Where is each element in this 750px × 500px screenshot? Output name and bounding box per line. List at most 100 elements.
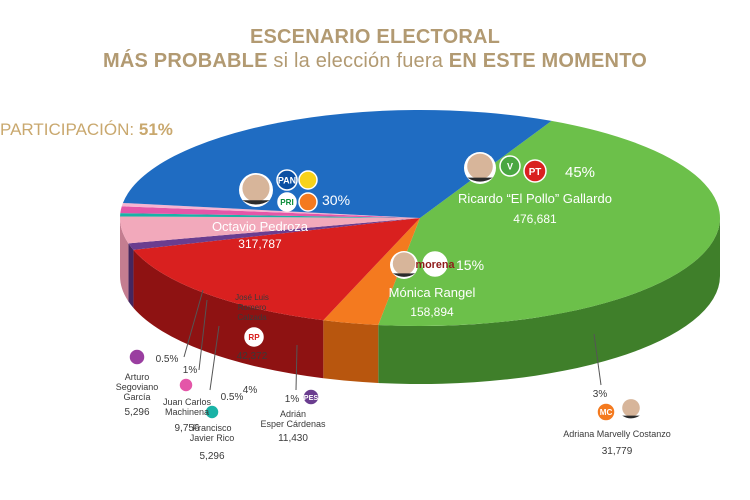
pedroza-photo-face bbox=[242, 174, 270, 202]
pes-logo: PES bbox=[302, 388, 320, 406]
rangel-photo-body bbox=[392, 273, 416, 277]
pie-slice-pedroza bbox=[122, 110, 552, 218]
machinena-logo-circle bbox=[178, 377, 194, 393]
gallardo-photo-face bbox=[467, 153, 493, 180]
costanzo-votes: 31,779 bbox=[602, 446, 633, 457]
pie-side-romero bbox=[120, 218, 129, 302]
verde-logo-text: V bbox=[507, 162, 513, 172]
mc-logo-text: MC bbox=[600, 408, 613, 417]
esper-name-1: Adrián bbox=[280, 409, 306, 419]
segoviano-percent: 0.5% bbox=[156, 354, 179, 365]
prd-logo bbox=[298, 170, 318, 190]
pri-logo-circle bbox=[277, 192, 297, 212]
rp-logo-circle bbox=[244, 327, 264, 347]
pie-tops bbox=[120, 110, 720, 327]
pie-sides bbox=[120, 218, 720, 384]
romero-name-3: Calzada bbox=[237, 313, 267, 322]
participation-label: PARTICIPACIÓN: 51% bbox=[0, 120, 173, 140]
romero-percent: 4% bbox=[243, 385, 258, 396]
morena-logo-text: morena bbox=[415, 259, 455, 271]
pie-slice-costanzo bbox=[323, 218, 420, 325]
pt-logo-text: PT bbox=[529, 167, 542, 178]
title-thin: si la elección fuera bbox=[267, 50, 449, 72]
costanzo-leader bbox=[593, 333, 602, 386]
segoviano-logo bbox=[128, 348, 146, 366]
costanzo-name: Adriana Marvelly Costanzo bbox=[563, 429, 671, 439]
verde-logo-circle bbox=[499, 155, 521, 177]
morena-logo-circle bbox=[422, 251, 448, 277]
pt-logo: PT bbox=[523, 159, 547, 183]
pan-logo-circle bbox=[276, 169, 298, 191]
costanzo-photo-body bbox=[622, 415, 640, 419]
leader-lines bbox=[183, 289, 602, 391]
title-bold-a: MÁS PROBABLE bbox=[102, 50, 268, 72]
rangel-photo bbox=[390, 251, 418, 279]
pie-side-gallardo bbox=[378, 218, 720, 384]
costanzo-photo-face bbox=[622, 399, 640, 417]
machinena-logo bbox=[178, 377, 194, 393]
pan-logo-text: PAN bbox=[278, 176, 296, 186]
pes-logo-circle bbox=[302, 388, 320, 406]
pedroza-photo-body bbox=[242, 200, 270, 205]
romero-name-2: Romero bbox=[238, 303, 267, 312]
rico-votes: 5,296 bbox=[199, 451, 224, 462]
gallardo-percent: 45% bbox=[565, 164, 595, 181]
gallardo-photo bbox=[464, 152, 496, 184]
gallardo-votes: 476,681 bbox=[513, 212, 557, 226]
prd-logo-circle bbox=[298, 170, 318, 190]
cp-logo-circle bbox=[298, 192, 318, 212]
romero-name-1: José Luis bbox=[235, 293, 269, 302]
rangel-percent: 15% bbox=[456, 257, 484, 273]
pedroza-name: Octavio Pedroza bbox=[212, 219, 309, 234]
machinena-percent: 1% bbox=[183, 365, 198, 376]
pedroza-votes: 317,787 bbox=[238, 237, 282, 251]
gallardo-name: Ricardo “El Pollo” Gallardo bbox=[458, 191, 612, 206]
pie-slice-romero bbox=[120, 216, 421, 244]
pie-side-rangel bbox=[133, 249, 324, 379]
pt-logo-circle bbox=[523, 159, 547, 183]
rangel-photo-face bbox=[392, 252, 416, 275]
pie-slice-rangel bbox=[133, 218, 420, 321]
costanzo-photo bbox=[620, 398, 642, 420]
title-bold-b: EN ESTE MOMENTO bbox=[448, 50, 648, 72]
rico-name-1: Francisco bbox=[192, 423, 231, 433]
pie-slice-gallardo bbox=[378, 120, 720, 327]
machinena-name-1: Juan Carlos bbox=[163, 397, 212, 407]
esper-percent: 1% bbox=[285, 394, 300, 405]
rico-name-2: Javier Rico bbox=[190, 433, 235, 443]
pie-labels: V PT 45% Ricardo “El Pollo” Gallardo 476,681… bbox=[116, 152, 671, 462]
rico-logo bbox=[204, 404, 220, 420]
participation-value: 51% bbox=[138, 120, 173, 139]
pri-logo: PRI bbox=[277, 192, 297, 212]
segoviano-logo-circle bbox=[128, 348, 146, 366]
pie-side-esper bbox=[128, 243, 134, 308]
pan-logo: PAN bbox=[276, 169, 298, 191]
rangel-votes: 158,894 bbox=[410, 305, 454, 319]
esper-votes: 11,430 bbox=[278, 433, 308, 444]
pie-slice-segoviano bbox=[121, 202, 421, 218]
pie-slice-machinena bbox=[120, 206, 420, 218]
pedroza-photo bbox=[239, 173, 273, 207]
verde-logo: V bbox=[499, 155, 521, 177]
machinena-votes: 9,756 bbox=[174, 423, 199, 434]
cp-logo bbox=[298, 192, 318, 212]
segoviano-name-2: Segoviano bbox=[116, 382, 159, 392]
rico-leader bbox=[209, 325, 220, 391]
pedroza-percent: 30% bbox=[322, 192, 350, 208]
segoviano-name-1: Arturo bbox=[125, 372, 150, 382]
morena-logo: morena bbox=[415, 251, 455, 277]
segoviano-votes: 5,296 bbox=[124, 407, 149, 418]
mc-logo-circle bbox=[596, 402, 616, 422]
chart-title-line-1: ESCENARIO ELECTORAL bbox=[249, 26, 501, 48]
machinena-name-2: Machinena bbox=[165, 407, 209, 417]
participation-text: PARTICIPACIÓN: bbox=[0, 120, 139, 139]
rp-logo: RP bbox=[244, 327, 264, 347]
pie-slice-rico bbox=[120, 213, 421, 218]
romero-votes: 42,372 bbox=[237, 351, 268, 362]
esper-name-2: Esper Cárdenas bbox=[260, 419, 326, 429]
pri-logo-text: PRI bbox=[280, 198, 294, 207]
esper-leader bbox=[295, 344, 298, 391]
mc-logo: MC bbox=[596, 402, 616, 422]
segoviano-leader bbox=[183, 289, 204, 358]
